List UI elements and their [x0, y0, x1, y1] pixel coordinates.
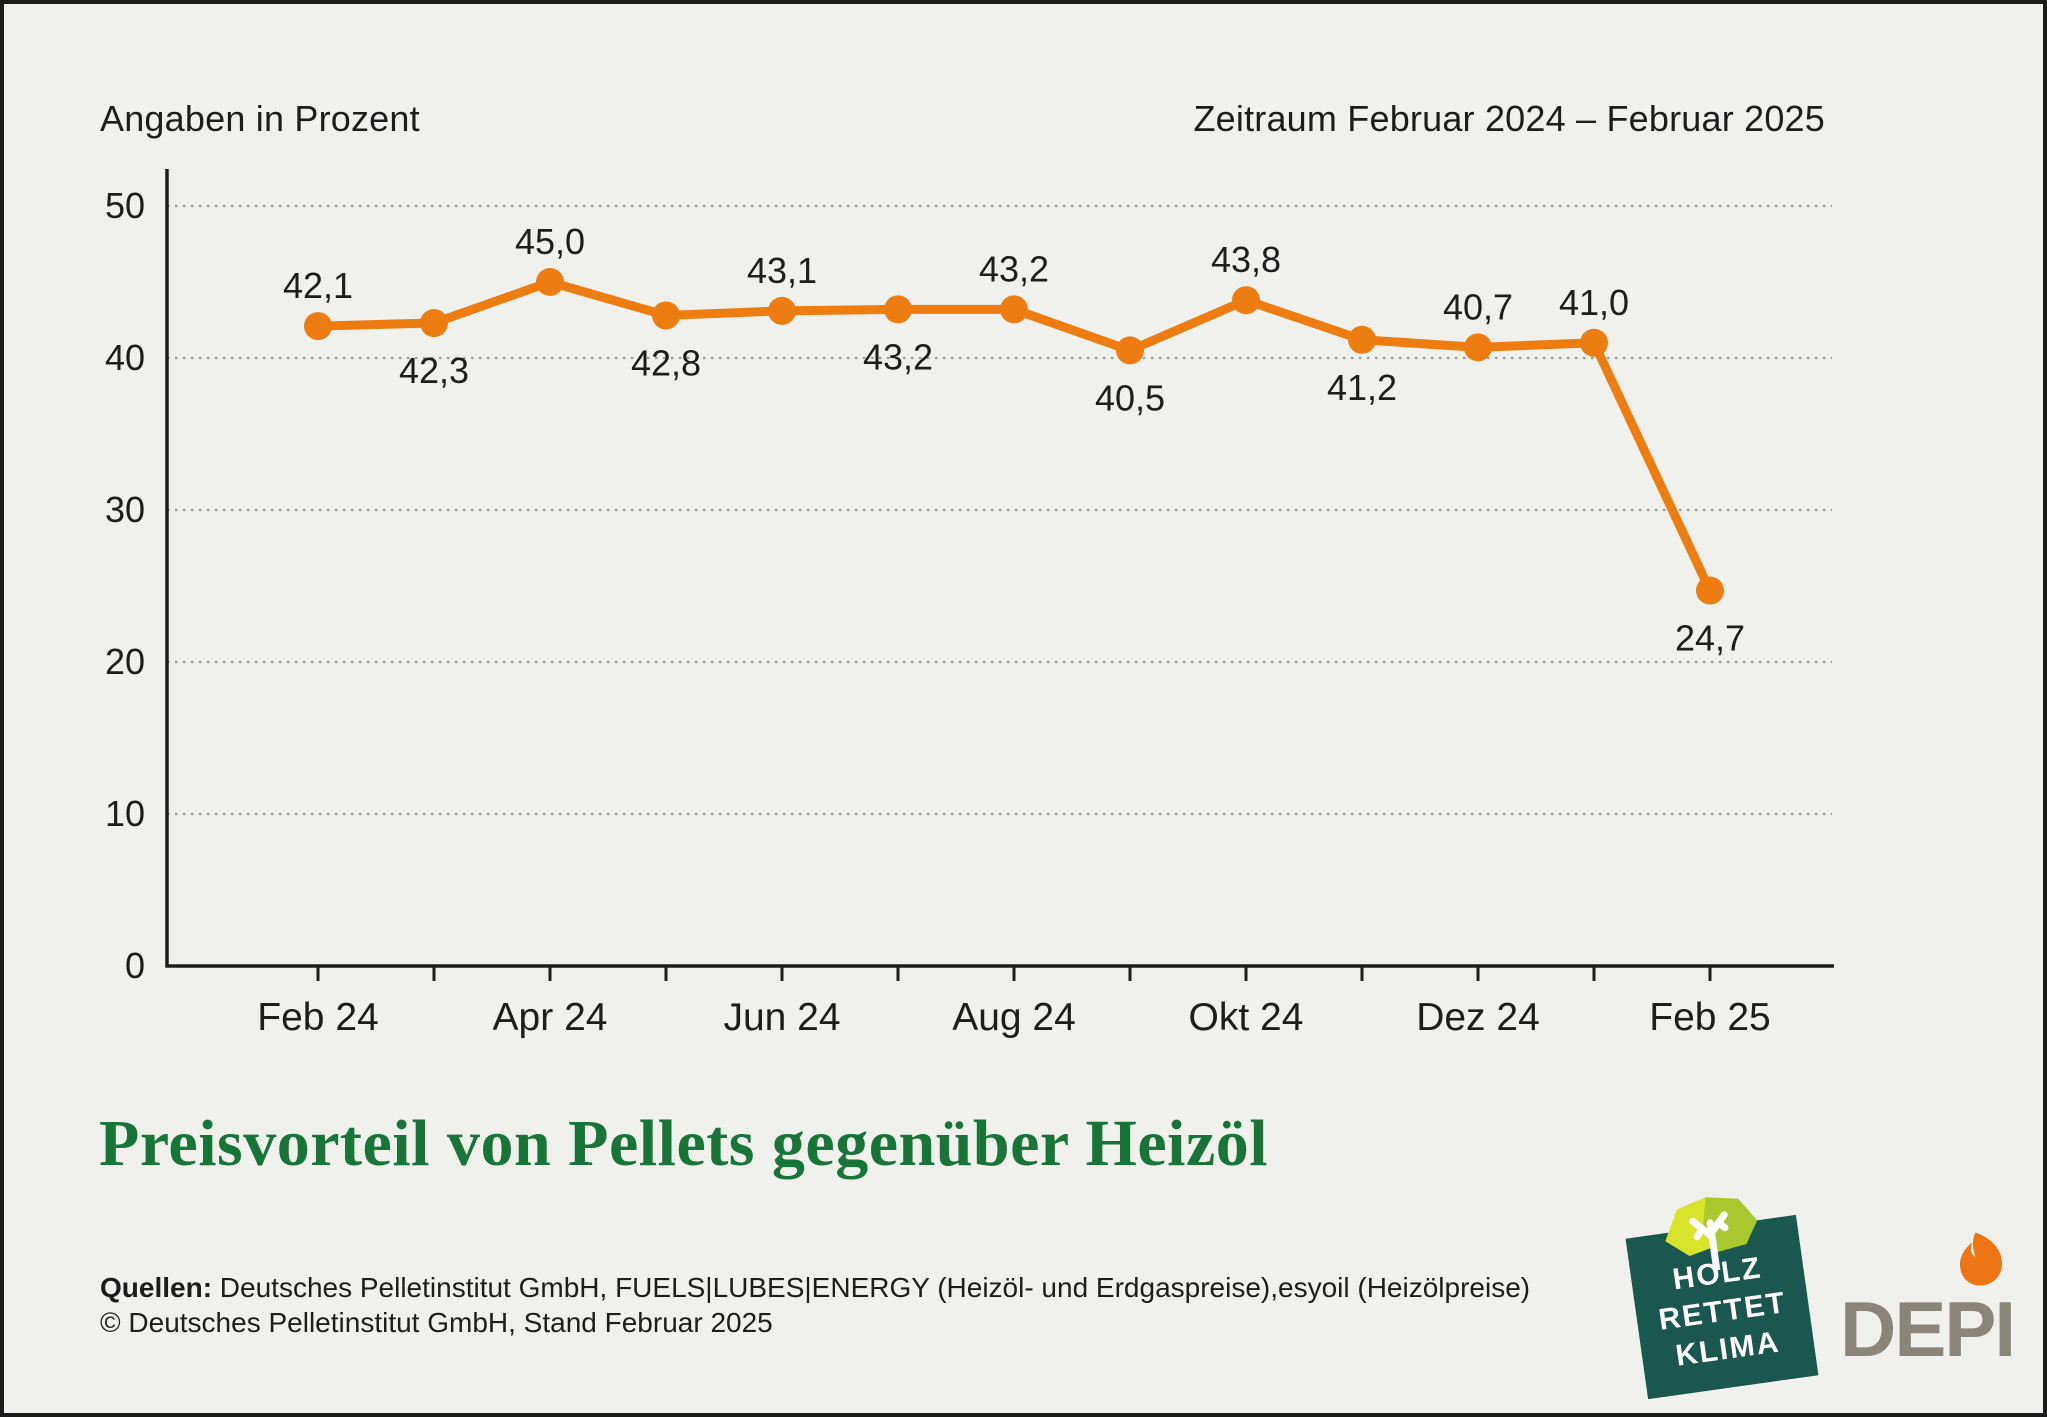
data-point-label: 24,7: [1675, 618, 1745, 659]
data-point-marker: [1464, 333, 1492, 362]
copyright-line: © Deutsches Pelletinstitut GmbH, Stand F…: [100, 1307, 773, 1338]
sources-line-1: Quellen: Deutsches Pelletinstitut GmbH, …: [100, 1270, 1530, 1305]
data-line: [313, 277, 1715, 596]
data-point-label: 45,0: [515, 221, 585, 262]
data-point-marker: [536, 268, 564, 296]
data-point-marker: [652, 301, 680, 330]
sources-label: Quellen:: [100, 1272, 213, 1303]
x-axis-tick-label: Jun 24: [723, 996, 840, 1039]
data-point-marker: [1696, 576, 1724, 605]
y-axis-tick-label: 30: [105, 489, 145, 530]
chart-title: Preisvorteil von Pellets gegenüber Heizö…: [99, 1107, 1269, 1180]
sources-text: Deutsches Pelletinstitut GmbH, FUELS|LUB…: [212, 1272, 1531, 1303]
axis-lines: [165, 169, 1834, 968]
y-axis-tick-label: 10: [105, 793, 145, 834]
y-axis-tick-label: 50: [105, 185, 145, 226]
data-point-marker: [768, 296, 796, 325]
axis-unit-label: Angaben in Prozent: [100, 98, 420, 139]
data-point-marker: [884, 295, 912, 324]
data-point-marker: [1116, 336, 1144, 365]
x-axis-tick-label: Feb 24: [257, 996, 378, 1039]
data-point-marker: [420, 309, 448, 338]
depi-logo: DEPI: [1840, 1232, 2016, 1368]
time-range-label: Zeitraum Februar 2024 – Februar 2025: [1193, 98, 1825, 139]
x-axis-tick-label: Dez 24: [1416, 996, 1540, 1039]
sources-block: Quellen: Deutsches Pelletinstitut GmbH, …: [100, 1270, 1530, 1340]
data-point-marker: [1000, 295, 1028, 324]
data-point-marker: [1232, 286, 1260, 315]
y-axis-tick-label: 40: [105, 337, 145, 378]
y-axis-tick-label: 20: [105, 641, 145, 682]
tree-icon: [1665, 1197, 1758, 1274]
data-point-label: 43,2: [863, 336, 933, 377]
data-point-label: 43,1: [747, 250, 817, 291]
line-chart: 0 10 20 30 40 50 Feb 24 Apr 24 Jun 24 Aug 24 Okt 2…: [105, 169, 1834, 1039]
data-point-label: 41,2: [1327, 367, 1397, 408]
data-point-label: 42,3: [399, 350, 469, 391]
holz-rettet-klima-logo: HOLZ RETTET KLIMA: [1625, 1197, 1819, 1400]
x-axis-tick-label: Apr 24: [493, 996, 608, 1039]
data-point-marker: [1348, 325, 1376, 354]
data-point-label: 40,5: [1095, 377, 1165, 418]
x-axis-tick-label: Okt 24: [1189, 996, 1304, 1039]
data-point-marker: [1580, 328, 1608, 357]
flame-icon: [1960, 1232, 2002, 1286]
y-axis-tick-label: 0: [125, 945, 145, 986]
x-axis-tick-label: Aug 24: [952, 996, 1076, 1039]
data-point-label: 43,2: [979, 248, 1049, 289]
data-point-marker: [304, 312, 332, 341]
data-point-label: 43,8: [1211, 239, 1281, 280]
x-axis-tick-label: Feb 25: [1649, 996, 1770, 1039]
depi-logo-text: DEPI: [1840, 1285, 2016, 1373]
data-point-label: 40,7: [1443, 286, 1513, 327]
data-point-label: 42,1: [283, 265, 353, 306]
data-point-label: 42,8: [631, 342, 701, 383]
data-point-label: 41,0: [1559, 282, 1629, 323]
